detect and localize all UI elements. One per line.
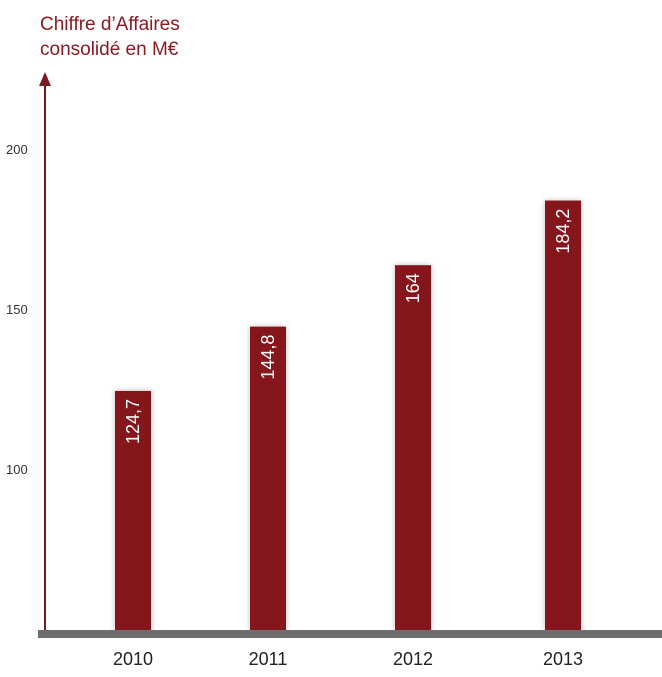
- title-line-1: Chiffre d’Affaires: [40, 14, 180, 35]
- x-axis-baseline: [38, 630, 662, 638]
- x-tick-label: 2011: [249, 649, 288, 669]
- y-tick-label: 200: [6, 142, 28, 157]
- bar-value-label: 144,8: [258, 335, 278, 380]
- y-axis: [39, 72, 51, 630]
- y-tick-label: 150: [6, 302, 28, 317]
- title-line-2: consolidé en M€: [40, 39, 179, 60]
- bar-value-label: 164: [403, 273, 423, 303]
- bar-group: 164: [395, 265, 431, 630]
- bar-group: 144,8: [250, 326, 286, 630]
- x-tick-label: 2013: [543, 649, 583, 669]
- bar: [115, 390, 151, 630]
- bar-value-label: 184,2: [553, 209, 573, 254]
- x-tick-label: 2012: [393, 649, 433, 669]
- bars: 124,7 144,8 164 184,2: [115, 200, 581, 630]
- x-tick-label: 2010: [113, 649, 153, 669]
- y-tick-label: 100: [6, 462, 28, 477]
- bar-group: 184,2: [545, 200, 581, 630]
- bar: [250, 326, 286, 630]
- x-axis-ticks: 2010 2011 2012 2013: [113, 649, 583, 669]
- chart-title: Chiffre d’Affaires consolidé en M€: [40, 14, 180, 60]
- y-axis-ticks: 100 150 200: [6, 142, 28, 477]
- bar-value-label: 124,7: [123, 399, 143, 444]
- y-axis-arrow-icon: [39, 72, 51, 86]
- bar: [395, 265, 431, 630]
- bar-group: 124,7: [115, 390, 151, 630]
- bar: [545, 200, 581, 630]
